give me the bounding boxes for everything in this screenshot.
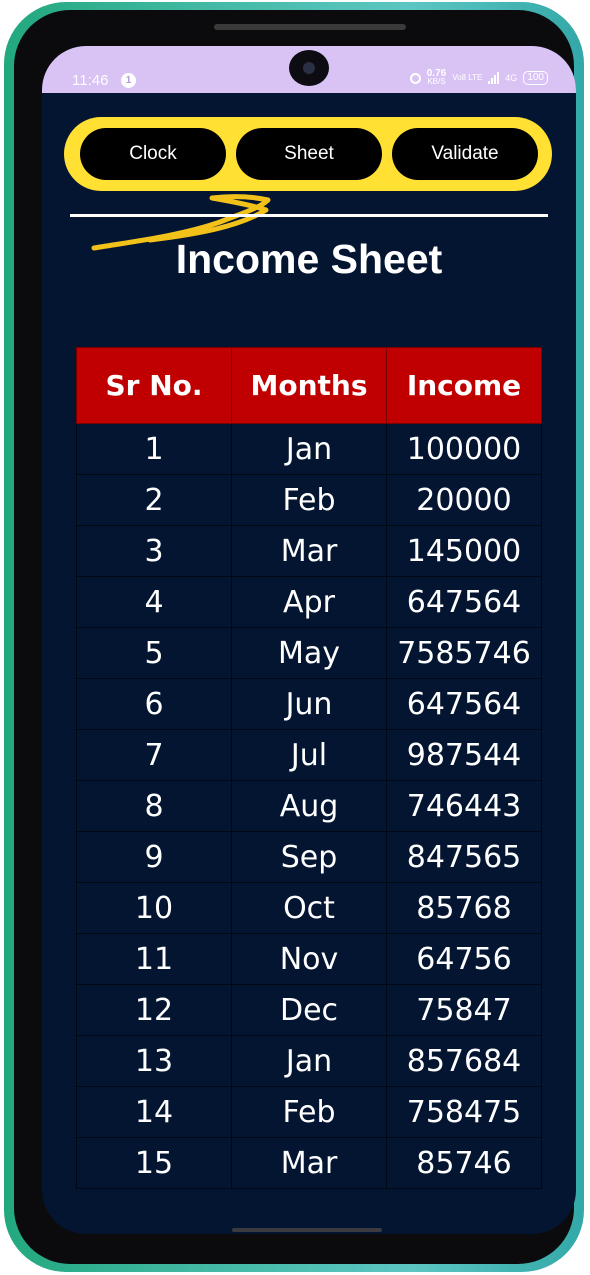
table-row: 12 Dec 75847 bbox=[76, 984, 542, 1036]
table-row: 3 Mar 145000 bbox=[76, 525, 542, 577]
cell-income: 647564 bbox=[386, 576, 542, 628]
table-row: 2 Feb 20000 bbox=[76, 474, 542, 526]
page-title: Income Sheet bbox=[175, 236, 443, 282]
cell-sr-no: 5 bbox=[76, 627, 232, 679]
cell-sr-no: 6 bbox=[76, 678, 232, 730]
cell-sr-no: 12 bbox=[76, 984, 232, 1036]
cell-month: Feb bbox=[231, 474, 387, 526]
nav-bar: Clock Sheet Validate bbox=[64, 117, 552, 191]
cell-sr-no: 10 bbox=[76, 882, 232, 934]
cell-sr-no: 7 bbox=[76, 729, 232, 781]
clock-button[interactable]: Clock bbox=[80, 128, 226, 180]
status-icons: 0.76 KB/S Vo8 LTE 4G 100 bbox=[409, 68, 548, 86]
home-indicator[interactable] bbox=[232, 1228, 382, 1232]
cell-month: Mar bbox=[231, 525, 387, 577]
cell-income: 85746 bbox=[386, 1137, 542, 1189]
table-row: 10 Oct 85768 bbox=[76, 882, 542, 934]
alarm-icon bbox=[409, 72, 421, 84]
notification-badge: 1 bbox=[121, 73, 136, 88]
phone-frame: 11:46 1 0.76 KB/S Vo8 LTE 4G 100 bbox=[4, 2, 584, 1272]
cell-income: 746443 bbox=[386, 780, 542, 832]
net-speed: 0.76 KB/S bbox=[426, 68, 447, 86]
cell-month: Feb bbox=[231, 1086, 387, 1138]
cell-month: Jun bbox=[231, 678, 387, 730]
table-row: 5 May 7585746 bbox=[76, 627, 542, 679]
cell-sr-no: 13 bbox=[76, 1035, 232, 1087]
table-row: 7 Jul 987544 bbox=[76, 729, 542, 781]
cell-income: 85768 bbox=[386, 882, 542, 934]
cell-income: 857684 bbox=[386, 1035, 542, 1087]
net-speed-unit: KB/S bbox=[427, 77, 446, 86]
table-header-row: Sr No. Months Income bbox=[76, 347, 542, 424]
table-row: 14 Feb 758475 bbox=[76, 1086, 542, 1138]
cell-sr-no: 4 bbox=[76, 576, 232, 628]
column-header-months: Months bbox=[231, 347, 387, 424]
battery-icon: 100 bbox=[523, 71, 548, 85]
cell-income: 145000 bbox=[386, 525, 542, 577]
income-table: Sr No. Months Income 1 Jan 100000 2 Feb 20000… bbox=[76, 347, 542, 1189]
front-camera bbox=[289, 50, 329, 86]
cell-income: 100000 bbox=[386, 423, 542, 475]
cell-sr-no: 15 bbox=[76, 1137, 232, 1189]
table-row: 4 Apr 647564 bbox=[76, 576, 542, 628]
cell-sr-no: 9 bbox=[76, 831, 232, 883]
cell-month: Jan bbox=[231, 1035, 387, 1087]
column-header-income: Income bbox=[386, 347, 542, 424]
speaker-grill bbox=[214, 24, 406, 30]
pointer-scribble-annotation bbox=[91, 194, 271, 251]
network-type: 4G bbox=[505, 73, 518, 83]
cell-month: Apr bbox=[231, 576, 387, 628]
cell-sr-no: 1 bbox=[76, 423, 232, 475]
signal-icon bbox=[488, 72, 500, 84]
cell-month: Nov bbox=[231, 933, 387, 985]
cell-income: 758475 bbox=[386, 1086, 542, 1138]
screen: 11:46 1 0.76 KB/S Vo8 LTE 4G 100 bbox=[42, 46, 576, 1234]
cell-month: Jul bbox=[231, 729, 387, 781]
table-row: 1 Jan 100000 bbox=[76, 423, 542, 475]
cell-month: Jan bbox=[231, 423, 387, 475]
divider bbox=[70, 214, 548, 217]
cell-income: 987544 bbox=[386, 729, 542, 781]
table-row: 13 Jan 857684 bbox=[76, 1035, 542, 1087]
sheet-button[interactable]: Sheet bbox=[236, 128, 382, 180]
table-row: 8 Aug 746443 bbox=[76, 780, 542, 832]
cell-month: Sep bbox=[231, 831, 387, 883]
validate-button[interactable]: Validate bbox=[392, 128, 538, 180]
cell-income: 64756 bbox=[386, 933, 542, 985]
cell-month: May bbox=[231, 627, 387, 679]
cell-income: 847565 bbox=[386, 831, 542, 883]
cell-month: Mar bbox=[231, 1137, 387, 1189]
column-header-sr-no: Sr No. bbox=[76, 347, 232, 424]
volte-indicator: Vo8 LTE bbox=[452, 73, 483, 82]
cell-sr-no: 11 bbox=[76, 933, 232, 985]
table-row: 15 Mar 85746 bbox=[76, 1137, 542, 1189]
table-row: 6 Jun 647564 bbox=[76, 678, 542, 730]
status-bar: 11:46 1 0.76 KB/S Vo8 LTE 4G 100 bbox=[42, 46, 576, 93]
net-speed-value: 0.76 bbox=[426, 68, 447, 79]
cell-sr-no: 3 bbox=[76, 525, 232, 577]
cell-income: 20000 bbox=[386, 474, 542, 526]
table-row: 9 Sep 847565 bbox=[76, 831, 542, 883]
cell-income: 647564 bbox=[386, 678, 542, 730]
table-row: 11 Nov 64756 bbox=[76, 933, 542, 985]
cell-income: 75847 bbox=[386, 984, 542, 1036]
cell-sr-no: 14 bbox=[76, 1086, 232, 1138]
cell-sr-no: 2 bbox=[76, 474, 232, 526]
cell-month: Dec bbox=[231, 984, 387, 1036]
cell-month: Oct bbox=[231, 882, 387, 934]
phone-body: 11:46 1 0.76 KB/S Vo8 LTE 4G 100 bbox=[14, 10, 576, 1264]
cell-income: 7585746 bbox=[386, 627, 542, 679]
table-body: 1 Jan 100000 2 Feb 20000 3 Mar 145000 4 Apr 647564 5… bbox=[76, 423, 542, 1189]
cell-sr-no: 8 bbox=[76, 780, 232, 832]
status-time: 11:46 bbox=[72, 72, 109, 89]
cell-month: Aug bbox=[231, 780, 387, 832]
